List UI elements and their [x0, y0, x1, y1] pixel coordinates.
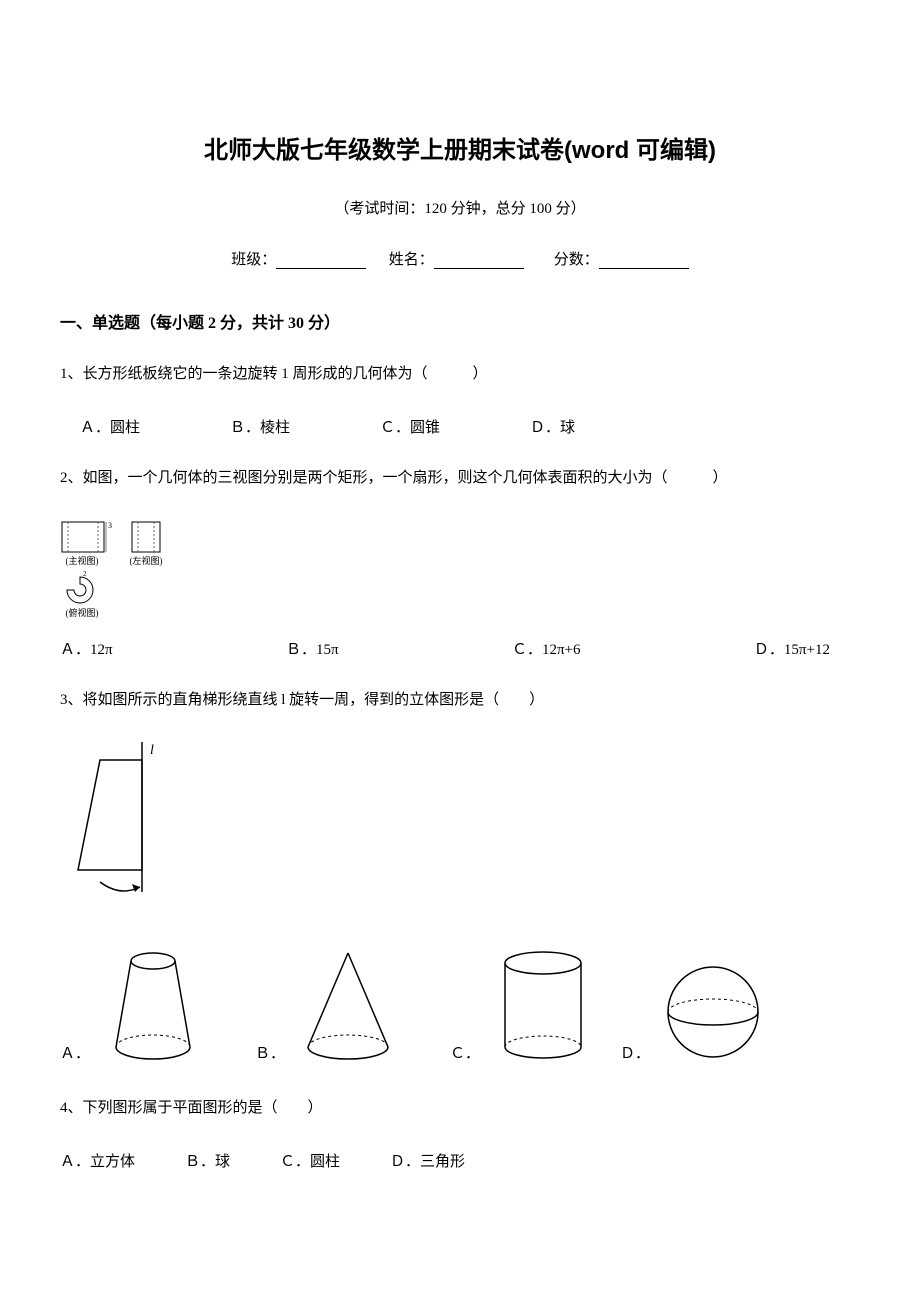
q2-option-c: Ｃ．12π+6	[512, 638, 581, 659]
page-title: 北师大版七年级数学上册期末试卷(word 可编辑)	[60, 130, 860, 165]
q2-options: Ａ．12π Ｂ．15π Ｃ．12π+6 Ｄ．15π+12	[60, 638, 860, 659]
q3-option-d: Ｄ．	[620, 1042, 650, 1067]
class-blank	[276, 254, 366, 269]
q3-option-b: Ｂ．	[255, 1042, 285, 1067]
trapezoid-svg: l	[70, 742, 190, 902]
q3-options: Ａ． Ｂ． Ｃ．	[60, 947, 860, 1067]
three-views-svg: 3 (主视图) (左视图) 2 (俯视图)	[60, 520, 210, 620]
q2-text: 2、如图，一个几何体的三视图分别是两个矩形，一个扇形，则这个几何体表面积的大小为…	[60, 465, 860, 492]
name-blank	[434, 254, 524, 269]
q1-option-d: Ｄ．球	[530, 416, 575, 437]
student-info-line: 班级： 姓名： 分数：	[60, 248, 860, 269]
q1-text: 1、长方形纸板绕它的一条边旋转 1 周形成的几何体为（ ）	[60, 361, 860, 388]
name-label: 姓名：	[389, 252, 434, 268]
q4-option-a: Ａ．立方体	[60, 1150, 135, 1171]
q2-option-a: Ａ．12π	[60, 638, 113, 659]
cone-icon	[293, 947, 403, 1067]
svg-text:2: 2	[83, 570, 87, 578]
exam-page: 北师大版七年级数学上册期末试卷(word 可编辑) （考试时间：120 分钟，总…	[0, 0, 920, 1302]
sphere-icon	[658, 957, 768, 1067]
q3-option-a: Ａ．	[60, 1042, 90, 1067]
exam-info: （考试时间：120 分钟，总分 100 分）	[60, 197, 860, 218]
q3-trapezoid-figure: l	[70, 742, 860, 907]
q1-option-a: Ａ．圆柱	[80, 416, 140, 437]
front-view-label: (主视图)	[66, 555, 99, 566]
score-blank	[599, 254, 689, 269]
axis-label: l	[150, 743, 154, 758]
q3-option-c: Ｃ．	[450, 1042, 480, 1067]
score-label: 分数：	[554, 252, 599, 268]
q2-option-b: Ｂ．15π	[286, 638, 339, 659]
q4-option-d: Ｄ．三角形	[390, 1150, 465, 1171]
q1-option-b: Ｂ．棱柱	[230, 416, 290, 437]
section-1-header: 一、单选题（每小题 2 分，共计 30 分）	[60, 309, 860, 333]
cylinder-icon	[488, 947, 598, 1067]
q2-option-d: Ｄ．15π+12	[754, 638, 830, 659]
q3-text: 3、将如图所示的直角梯形绕直线 l 旋转一周，得到的立体图形是（ ）	[60, 687, 860, 714]
side-view-label: (左视图)	[130, 555, 163, 566]
class-label: 班级：	[231, 252, 276, 268]
q4-options: Ａ．立方体 Ｂ．球 Ｃ．圆柱 Ｄ．三角形	[60, 1150, 860, 1171]
frustum-icon	[98, 947, 208, 1067]
q4-option-b: Ｂ．球	[185, 1150, 230, 1171]
q4-text: 4、下列图形属于平面图形的是（ ）	[60, 1095, 860, 1122]
q1-options: Ａ．圆柱 Ｂ．棱柱 Ｃ．圆锥 Ｄ．球	[60, 416, 860, 437]
q4-option-c: Ｃ．圆柱	[280, 1150, 340, 1171]
top-view-label: (俯视图)	[66, 607, 99, 618]
q1-option-c: Ｃ．圆锥	[380, 416, 440, 437]
svg-text:3: 3	[108, 521, 112, 530]
q2-three-views-figure: 3 (主视图) (左视图) 2 (俯视图)	[60, 520, 860, 620]
